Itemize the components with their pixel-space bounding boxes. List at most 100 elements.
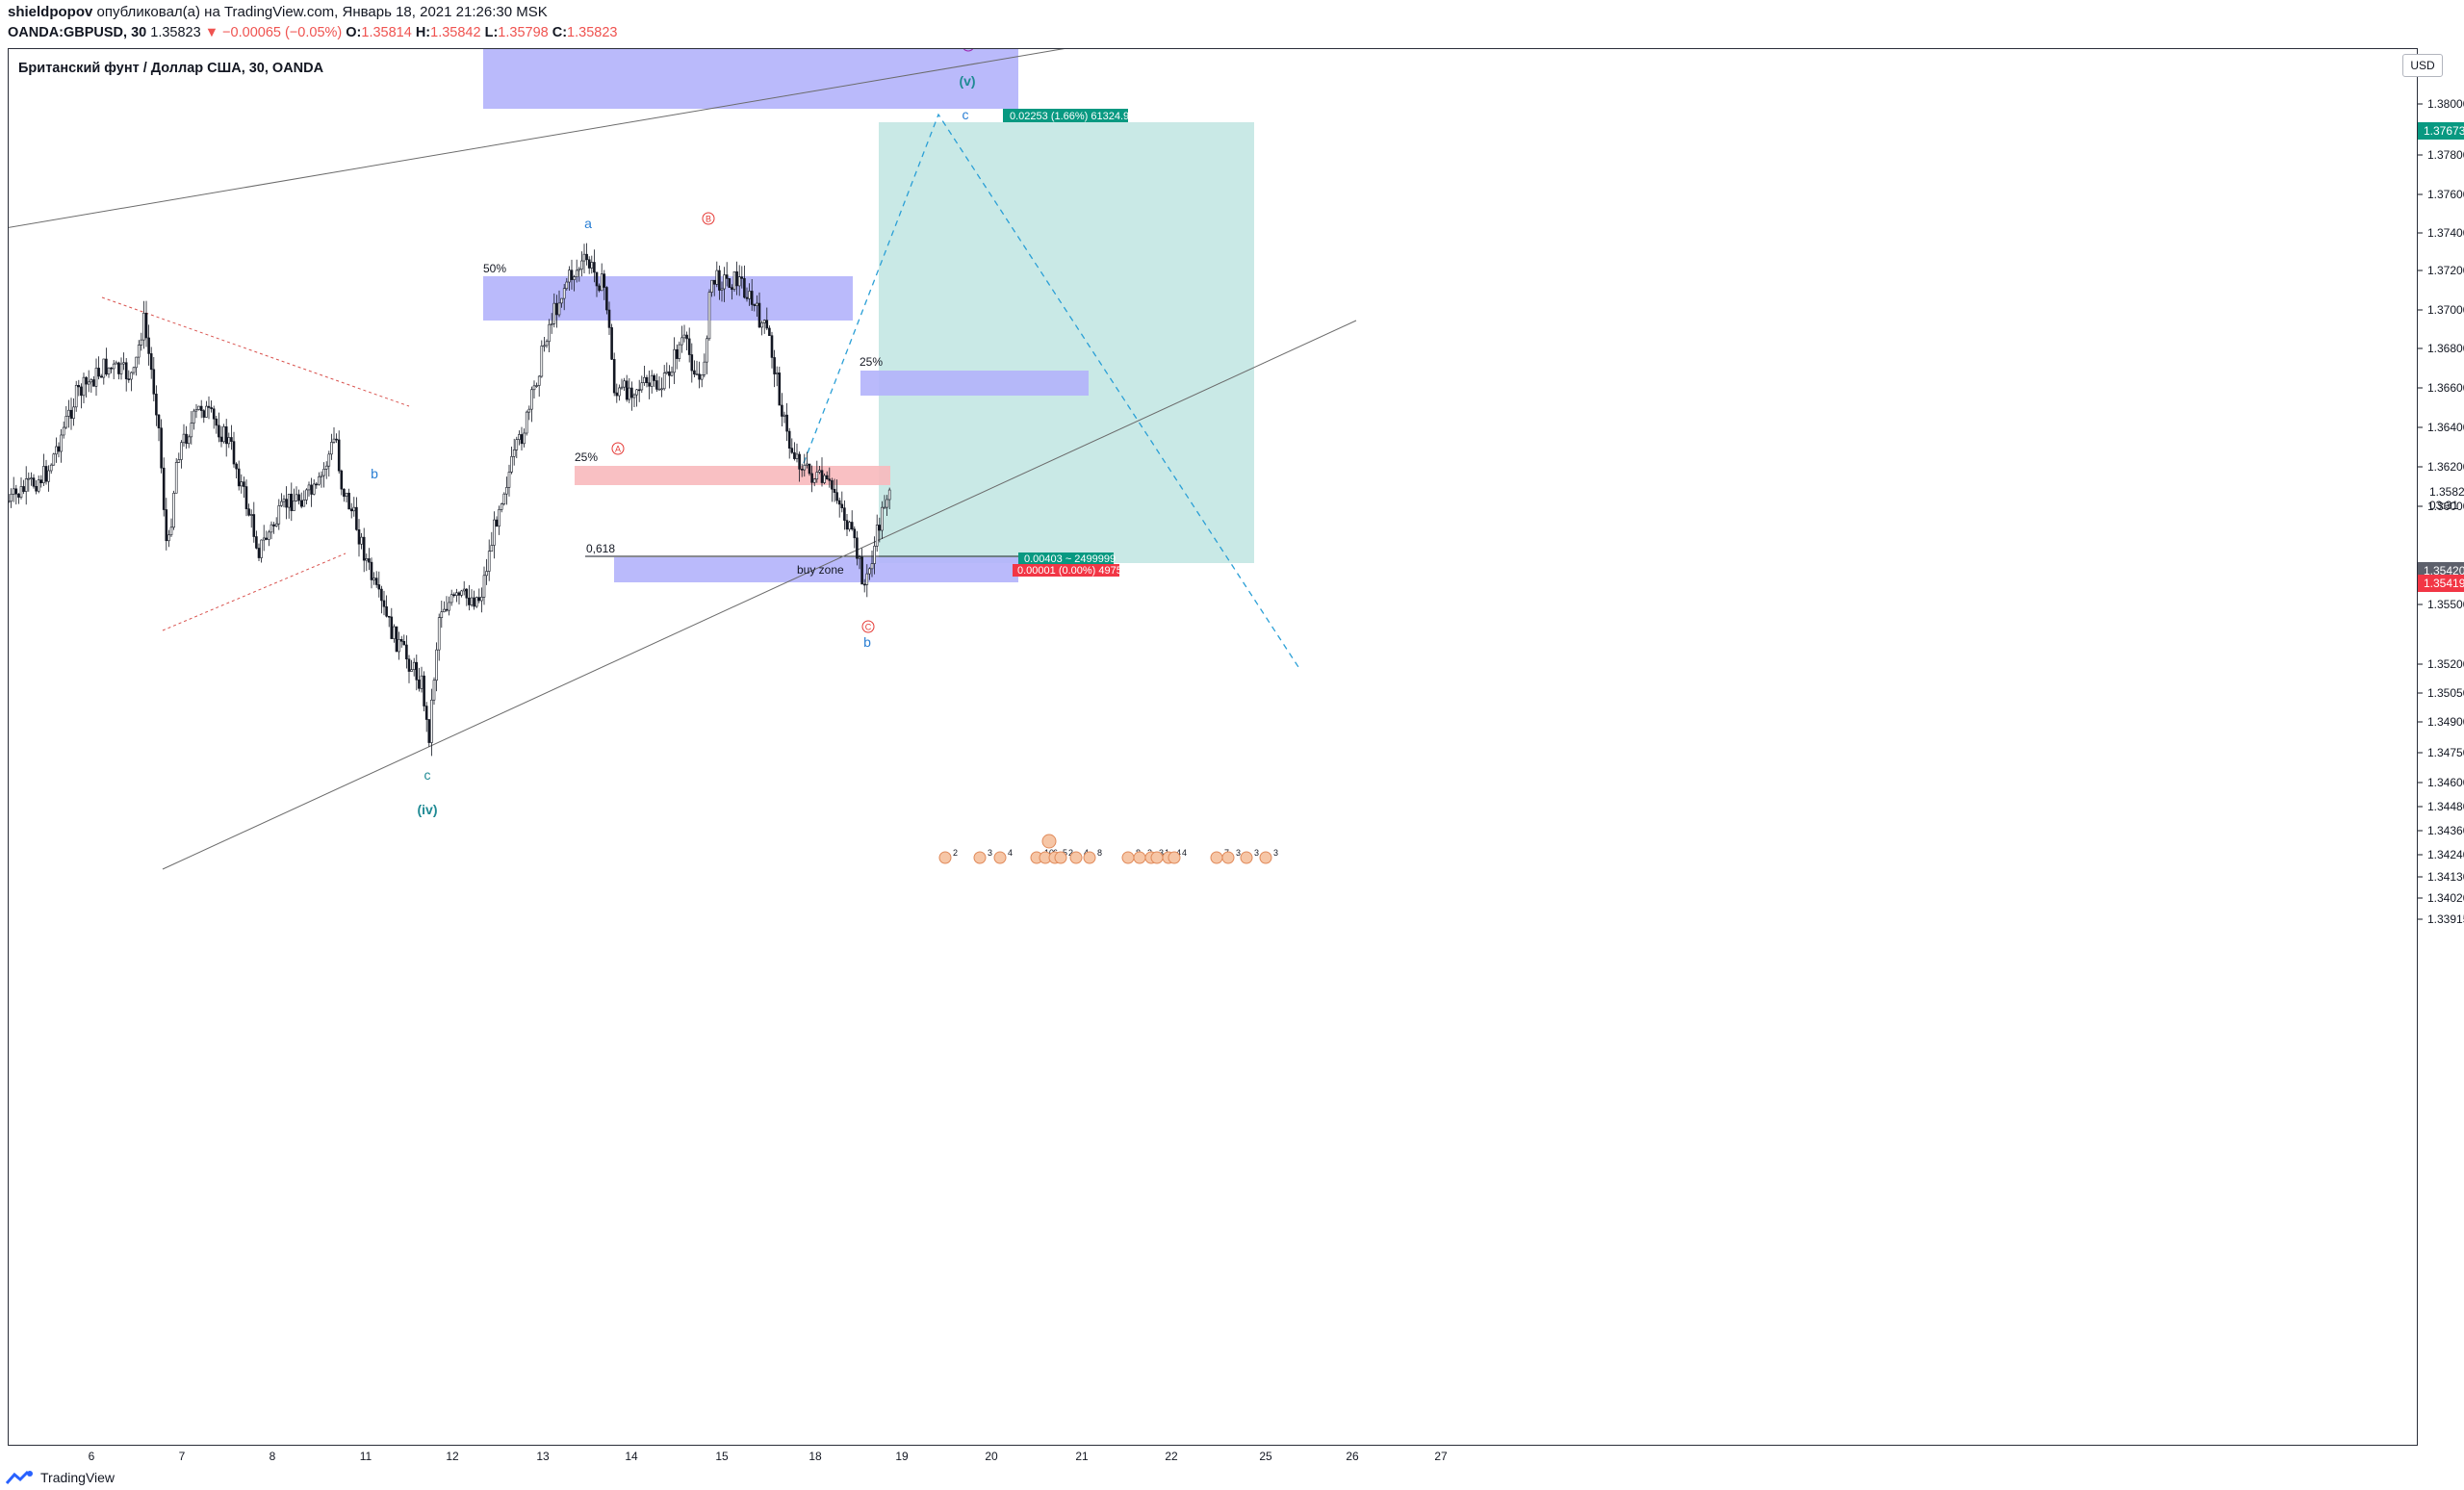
candle-body — [423, 675, 425, 706]
event-marker-count: 2 — [1068, 848, 1073, 858]
candle-body — [35, 485, 38, 492]
candle-body — [102, 358, 106, 378]
candle-body — [162, 467, 166, 510]
candle-body — [732, 270, 736, 290]
candle-body — [199, 405, 203, 411]
y-tick-label: 1.36600 — [2427, 381, 2464, 395]
y-tick-label: 1.35200 — [2427, 657, 2464, 671]
candle-body — [119, 363, 123, 374]
candle-body — [157, 414, 161, 428]
wave-circle — [962, 49, 974, 52]
event-marker-icon — [1150, 851, 1164, 864]
ohlc-legend: OANDA:GBPUSD, 30 1.35823 ▼ −0.00065 (−0.… — [8, 25, 617, 40]
candle-body — [322, 469, 325, 476]
upper-channel-line — [9, 49, 1065, 228]
wave-label: b — [371, 466, 378, 481]
candle-body — [512, 450, 516, 457]
candle-body — [282, 499, 286, 502]
event-marker-count: 3 — [988, 848, 992, 858]
wave-label: a — [584, 216, 592, 231]
candle-body — [398, 639, 400, 653]
candle-body — [94, 368, 98, 387]
candle-body — [230, 437, 233, 442]
candle-body — [625, 380, 629, 400]
candle-body — [587, 259, 591, 269]
candle-body — [185, 433, 188, 445]
candle-body — [687, 338, 691, 355]
candle-body — [675, 348, 679, 359]
price-axis[interactable]: 1.38000 1.37800 1.37600 1.37400 1.37200 1.370… — [2418, 48, 2464, 1446]
candle-body — [835, 492, 838, 501]
event-marker-icon — [1259, 851, 1272, 864]
projection-path — [803, 113, 1299, 668]
candle-body — [555, 302, 558, 316]
y-tick-label: 1.34600 — [2427, 776, 2464, 789]
candle-body — [685, 334, 688, 340]
currency-button[interactable]: USD — [2402, 54, 2443, 77]
candle-body — [243, 481, 245, 487]
candle-body — [706, 338, 708, 363]
candle-body — [377, 584, 381, 590]
candle-body — [648, 382, 651, 387]
candle-body — [349, 508, 353, 512]
y-tick-label: 1.34240 — [2427, 848, 2464, 861]
candle-body — [310, 484, 313, 495]
candle-body — [518, 434, 521, 440]
candle-body — [352, 506, 356, 512]
chart-pane[interactable]: Британский фунт / Доллар США, 30, OANDA … — [8, 48, 2418, 1446]
footer-brand[interactable]: TradingView — [40, 1470, 116, 1485]
candle-body — [585, 253, 588, 261]
event-marker-count: 4 — [1182, 848, 1187, 858]
candle-body — [293, 501, 295, 511]
candle-body — [530, 389, 533, 410]
candle-body — [712, 279, 716, 285]
footer: TradingView — [6, 1467, 115, 1488]
wave-circle — [611, 442, 625, 455]
candle-body — [731, 287, 733, 290]
candle-body — [307, 484, 311, 491]
y-tick-label: 1.37600 — [2427, 188, 2464, 201]
candle-body — [770, 335, 774, 358]
candle-body — [285, 499, 288, 508]
candle-body — [115, 362, 118, 365]
low-label: L: — [484, 25, 499, 40]
x-tick-label: 19 — [895, 1450, 909, 1463]
candle-body — [883, 506, 886, 509]
candle-body — [565, 281, 569, 290]
candle-body — [224, 426, 228, 445]
candle-body — [440, 611, 444, 618]
candle-body — [468, 597, 471, 605]
candle-body — [149, 353, 153, 371]
x-tick-label: 21 — [1075, 1450, 1089, 1463]
candle-body — [435, 649, 438, 681]
candle-body — [74, 385, 78, 408]
candle-body — [420, 675, 424, 689]
candle-body — [886, 499, 888, 508]
event-marker-count: 3 — [1273, 848, 1278, 858]
x-tick-label: 27 — [1434, 1450, 1448, 1463]
candle-body — [695, 373, 699, 376]
candle-body — [657, 388, 661, 391]
candle-body — [405, 644, 408, 660]
candle-body — [840, 503, 844, 509]
zone-rect — [860, 371, 1089, 396]
time-axis[interactable]: 6 7 8 11 12 13 14 15 18 19 20 21 22 25 26 27 — [8, 1446, 2418, 1467]
candle-body — [62, 426, 65, 436]
candle-body — [390, 616, 394, 639]
candle-body — [487, 551, 491, 572]
candle-body — [30, 477, 33, 479]
author-name[interactable]: shieldpopov — [8, 4, 93, 20]
candle-body — [775, 372, 779, 374]
candle-body — [607, 309, 611, 328]
candle-body — [122, 362, 125, 365]
candle-body — [590, 262, 594, 269]
candle-body — [407, 658, 411, 672]
x-tick-label: 25 — [1259, 1450, 1272, 1463]
candle-body — [227, 437, 231, 445]
candle-body — [99, 375, 103, 378]
candle-body — [660, 388, 663, 391]
candle-body — [255, 536, 258, 549]
candle-body — [402, 640, 406, 646]
candle-body — [490, 545, 494, 552]
